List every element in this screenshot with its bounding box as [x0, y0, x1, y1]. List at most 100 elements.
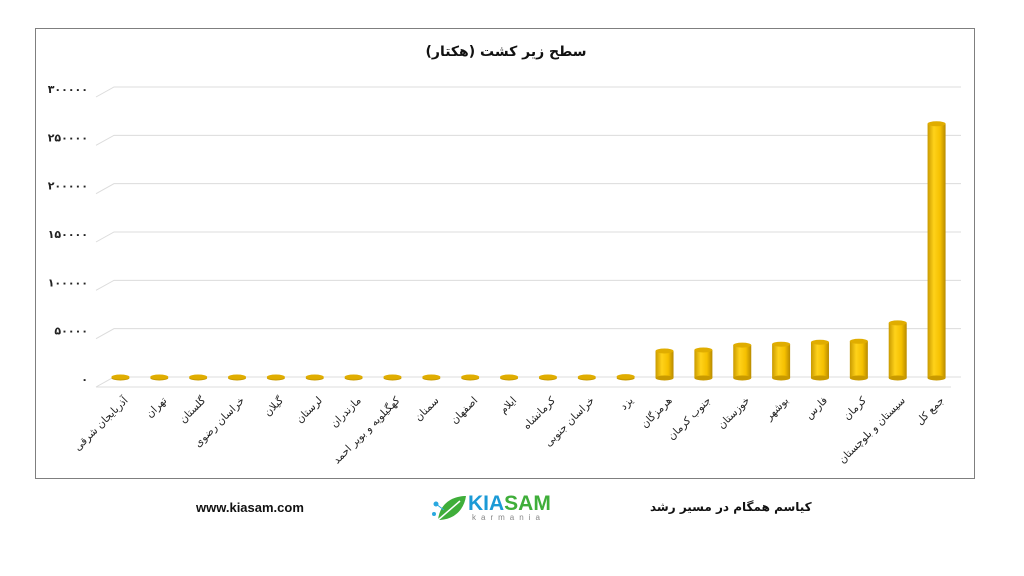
- bar: [305, 374, 324, 381]
- bar-base: [694, 375, 713, 381]
- y-tick-label: ۳۰۰۰۰۰: [48, 83, 88, 96]
- gridline: [95, 279, 961, 291]
- bar-body: [888, 322, 907, 378]
- bar-top: [383, 374, 402, 380]
- bar-top: [888, 320, 907, 326]
- bar-base: [655, 375, 674, 381]
- x-tick-label: جمع کل: [914, 395, 947, 428]
- bar-body: [655, 350, 674, 378]
- bar-top: [655, 348, 674, 354]
- bar-top: [305, 374, 324, 380]
- bar: [655, 348, 674, 381]
- x-tick-label: سیستان و بلوچستان: [836, 395, 907, 466]
- slogan: کیاسم همگام در مسیر رشد: [650, 500, 812, 514]
- bar-top: [422, 374, 441, 380]
- bar: [694, 347, 713, 381]
- bar: [228, 374, 247, 381]
- x-tick-label: کهگیلویه و بویر احمد: [330, 394, 402, 466]
- bar-top: [733, 342, 752, 348]
- bar-base: [927, 375, 946, 381]
- chart-title: سطح زیر کشت (هکتار): [425, 44, 586, 60]
- x-tick-label: یزد: [618, 395, 636, 413]
- bar-top: [772, 341, 791, 347]
- bar: [927, 121, 946, 381]
- bar-top: [927, 121, 946, 127]
- x-tick-label: هرمزگان: [638, 394, 675, 431]
- y-tick-label: ۲۰۰۰۰۰: [48, 180, 88, 193]
- bar-top: [344, 374, 363, 380]
- x-tick-label: تهران: [144, 395, 170, 421]
- bar-top: [538, 374, 557, 380]
- bar-top: [810, 339, 829, 345]
- bar: [849, 338, 868, 381]
- bar: [616, 374, 635, 381]
- bar: [461, 374, 480, 381]
- gridline: [95, 376, 961, 388]
- bar-top: [500, 374, 519, 380]
- logo-subtext: karmania: [472, 513, 545, 522]
- bar: [577, 374, 596, 381]
- logo-text: KIASAM: [468, 492, 551, 515]
- bar-base: [733, 375, 752, 381]
- bar-top: [189, 374, 208, 380]
- bar-top: [150, 374, 169, 380]
- y-tick-label: ۱۵۰۰۰۰: [48, 228, 88, 241]
- bar-top: [111, 374, 130, 380]
- bar-top: [461, 374, 480, 380]
- x-tick-label: فارس: [803, 395, 830, 422]
- x-tick-label: بوشهر: [762, 395, 791, 424]
- bar: [733, 342, 752, 381]
- bar-base: [772, 375, 791, 381]
- bar-base: [888, 375, 907, 381]
- y-tick-label: ۱۰۰۰۰۰: [48, 276, 88, 289]
- bar-body: [772, 344, 791, 378]
- gridline: [95, 183, 961, 195]
- bar: [500, 374, 519, 381]
- x-tick-label: خوزستان: [716, 395, 753, 432]
- bar: [888, 320, 907, 381]
- x-tick-label: گلستان: [177, 394, 209, 426]
- bar: [810, 339, 829, 381]
- bar: [422, 374, 441, 381]
- y-tick-label: ۵۰۰۰۰: [54, 325, 88, 338]
- website-url[interactable]: www.kiasam.com: [196, 500, 304, 515]
- gridline: [95, 134, 961, 146]
- x-tick-label: اصفهان: [449, 395, 481, 427]
- bar: [383, 374, 402, 381]
- x-tick-label: ایلام: [498, 395, 520, 417]
- bar-top: [266, 374, 285, 380]
- bar-body: [927, 123, 946, 378]
- gridline: [95, 231, 961, 243]
- bar-body: [694, 350, 713, 378]
- kiasam-logo: KIASAM karmania: [432, 492, 552, 526]
- bar-body: [810, 342, 829, 378]
- bar-base: [810, 375, 829, 381]
- bar-body: [733, 345, 752, 378]
- leaf-icon: [432, 496, 466, 521]
- bar: [772, 341, 791, 381]
- y-tick-label: ۲۵۰۰۰۰: [48, 131, 88, 144]
- y-tick-label: ۰: [81, 373, 88, 386]
- bar: [538, 374, 557, 381]
- gridline: [95, 86, 961, 98]
- x-tick-label: آذربایجان شرقی: [71, 393, 131, 453]
- bar-top: [616, 374, 635, 380]
- bar: [150, 374, 169, 381]
- bar: [189, 374, 208, 381]
- bar-top: [577, 374, 596, 380]
- bar-top: [228, 374, 247, 380]
- bar: [344, 374, 363, 381]
- bar-base: [849, 375, 868, 381]
- gridline: [95, 328, 961, 340]
- chart-frame: سطح زیر کشت (هکتار) ۰ ۵۰۰۰۰ ۱۰۰۰۰۰ ۱۵۰۰۰۰ ۲۰…: [35, 28, 975, 479]
- x-tick-label: کرمان: [841, 395, 869, 423]
- bar: [266, 374, 285, 381]
- bar-chart: سطح زیر کشت (هکتار) ۰ ۵۰۰۰۰ ۱۰۰۰۰۰ ۱۵۰۰۰۰ ۲۰…: [48, 44, 961, 466]
- x-tick-label: کرمانشاه: [521, 395, 558, 432]
- bar-top: [849, 338, 868, 344]
- bar-top: [694, 347, 713, 353]
- bar: [111, 374, 130, 381]
- x-tick-label: گیلان: [261, 394, 286, 419]
- bar-body: [849, 341, 868, 378]
- x-tick-label: مازندران: [328, 395, 363, 430]
